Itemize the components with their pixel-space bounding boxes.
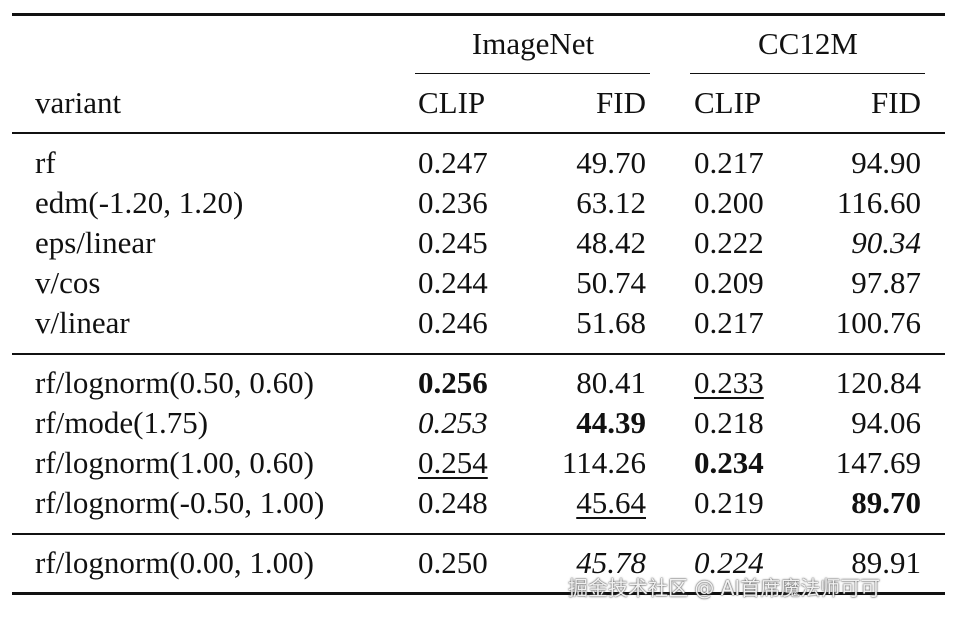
row-label: rf/lognorm(1.00, 0.60) [35, 445, 314, 480]
row-label: v/linear [35, 305, 130, 340]
row-label: rf/lognorm(0.00, 1.00) [35, 545, 314, 580]
cell: 90.34 [851, 225, 921, 260]
cell: 94.90 [851, 145, 921, 180]
column-header: CLIP [694, 85, 762, 120]
cell: 0.244 [418, 265, 488, 300]
cell: 89.91 [851, 545, 921, 580]
cell: 0.253 [418, 405, 488, 440]
group-header: CC12M [758, 26, 858, 61]
cell: 0.217 [694, 145, 764, 180]
section-rule [12, 533, 945, 535]
cell: 45.78 [576, 545, 646, 580]
row-label: edm(-1.20, 1.20) [35, 185, 244, 220]
row-label: rf [35, 145, 56, 180]
column-header: FID [871, 85, 921, 120]
cell: 44.39 [576, 405, 646, 440]
cell: 120.84 [835, 365, 921, 400]
row-label: v/cos [35, 265, 101, 300]
row-label: eps/linear [35, 225, 156, 260]
group-rule [415, 73, 650, 74]
row-label: rf/mode(1.75) [35, 405, 209, 440]
cell: 51.68 [576, 305, 646, 340]
cell: 116.60 [836, 185, 921, 220]
group-header: ImageNet [471, 26, 595, 61]
row-label: rf/lognorm(0.50, 0.60) [35, 365, 314, 400]
cell: 94.06 [851, 405, 921, 440]
cell: 97.87 [851, 265, 921, 300]
column-header: variant [35, 85, 122, 120]
cell: 89.70 [851, 485, 921, 520]
group-rule [690, 73, 925, 74]
cell: 50.74 [576, 265, 646, 300]
top-rule [12, 13, 945, 16]
cell: 48.42 [576, 225, 646, 260]
column-header: CLIP [418, 85, 486, 120]
cell: 0.250 [418, 545, 488, 580]
watermark: 掘金技术社区 @ AI首席魔法师可可 [568, 576, 881, 600]
cell: 0.224 [694, 545, 764, 580]
cell: 0.236 [418, 185, 488, 220]
cell: 0.248 [418, 485, 488, 520]
cell: 45.64 [576, 485, 646, 520]
column-header: FID [596, 85, 646, 120]
cell: 0.247 [418, 145, 488, 180]
cell: 114.26 [561, 445, 646, 480]
cell: 0.222 [694, 225, 764, 260]
section-rule [12, 353, 945, 355]
cell: 147.69 [835, 445, 921, 480]
cell: 0.234 [694, 445, 764, 480]
bottom-rule [12, 592, 945, 595]
cell: 100.76 [835, 305, 921, 340]
cell: 0.218 [694, 405, 764, 440]
cell: 49.70 [576, 145, 646, 180]
cell: 0.256 [418, 365, 488, 400]
cell: 0.245 [418, 225, 488, 260]
row-label: rf/lognorm(-0.50, 1.00) [35, 485, 325, 520]
cell: 0.217 [694, 305, 764, 340]
cell: 0.200 [694, 185, 764, 220]
cell: 0.233 [694, 365, 764, 400]
header-rule [12, 132, 945, 134]
cell: 80.41 [576, 365, 646, 400]
cell: 0.219 [694, 485, 764, 520]
cell: 0.254 [418, 445, 488, 480]
cell: 63.12 [576, 185, 646, 220]
cell: 0.246 [418, 305, 488, 340]
cell: 0.209 [694, 265, 764, 300]
